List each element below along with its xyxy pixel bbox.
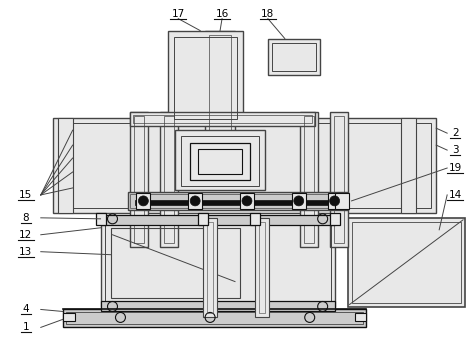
Bar — [304, 116, 314, 243]
Bar — [164, 116, 174, 243]
Bar — [300, 112, 318, 247]
Bar — [110, 228, 240, 297]
Text: 18: 18 — [261, 9, 274, 18]
Bar — [53, 118, 436, 213]
Bar — [135, 116, 145, 243]
Bar — [175, 130, 265, 190]
Bar — [329, 112, 347, 247]
Text: 2: 2 — [452, 128, 458, 138]
Text: 19: 19 — [448, 163, 462, 173]
Bar — [205, 31, 235, 175]
Bar — [190, 143, 250, 180]
Text: 16: 16 — [216, 9, 228, 18]
Bar — [137, 193, 150, 209]
Bar — [329, 213, 339, 225]
Bar — [198, 149, 242, 174]
Bar — [100, 215, 335, 225]
Text: 12: 12 — [19, 230, 32, 240]
Bar — [255, 218, 269, 318]
Bar — [347, 218, 465, 307]
Bar — [334, 116, 344, 243]
Circle shape — [242, 196, 252, 206]
Text: 15: 15 — [19, 190, 32, 200]
Bar — [63, 313, 74, 321]
Bar — [130, 112, 315, 126]
Bar — [352, 222, 461, 304]
Bar — [133, 115, 312, 123]
Circle shape — [190, 196, 200, 206]
Bar — [207, 222, 213, 313]
Circle shape — [138, 196, 148, 206]
Bar — [58, 118, 73, 213]
Bar — [328, 193, 342, 209]
Bar — [105, 222, 331, 304]
Bar — [100, 302, 335, 311]
Bar — [268, 38, 319, 75]
Bar — [63, 310, 366, 327]
Bar — [250, 213, 260, 225]
Bar — [160, 112, 178, 247]
Bar — [188, 193, 202, 209]
Bar — [259, 222, 265, 313]
Text: 17: 17 — [172, 9, 185, 18]
Bar — [168, 31, 243, 125]
Bar — [130, 112, 148, 247]
Bar — [66, 312, 364, 325]
Text: 13: 13 — [19, 247, 32, 257]
Circle shape — [329, 196, 339, 206]
Bar — [100, 218, 335, 307]
Bar — [136, 200, 342, 205]
Bar — [181, 136, 259, 186]
Bar — [174, 37, 237, 119]
Bar — [209, 35, 231, 171]
Bar — [128, 192, 347, 210]
Bar — [58, 123, 431, 208]
Text: 14: 14 — [448, 190, 462, 200]
Text: 1: 1 — [23, 322, 29, 332]
Bar — [130, 194, 346, 208]
Bar — [335, 193, 348, 209]
Bar — [272, 43, 316, 72]
Bar — [198, 213, 208, 225]
Bar — [355, 313, 366, 321]
Text: 4: 4 — [23, 304, 29, 314]
Bar — [203, 218, 217, 318]
Bar — [401, 118, 416, 213]
Circle shape — [294, 196, 304, 206]
Bar — [292, 193, 306, 209]
Bar — [96, 213, 106, 225]
Bar — [240, 193, 254, 209]
Text: 3: 3 — [452, 145, 458, 155]
Text: 8: 8 — [23, 213, 29, 223]
